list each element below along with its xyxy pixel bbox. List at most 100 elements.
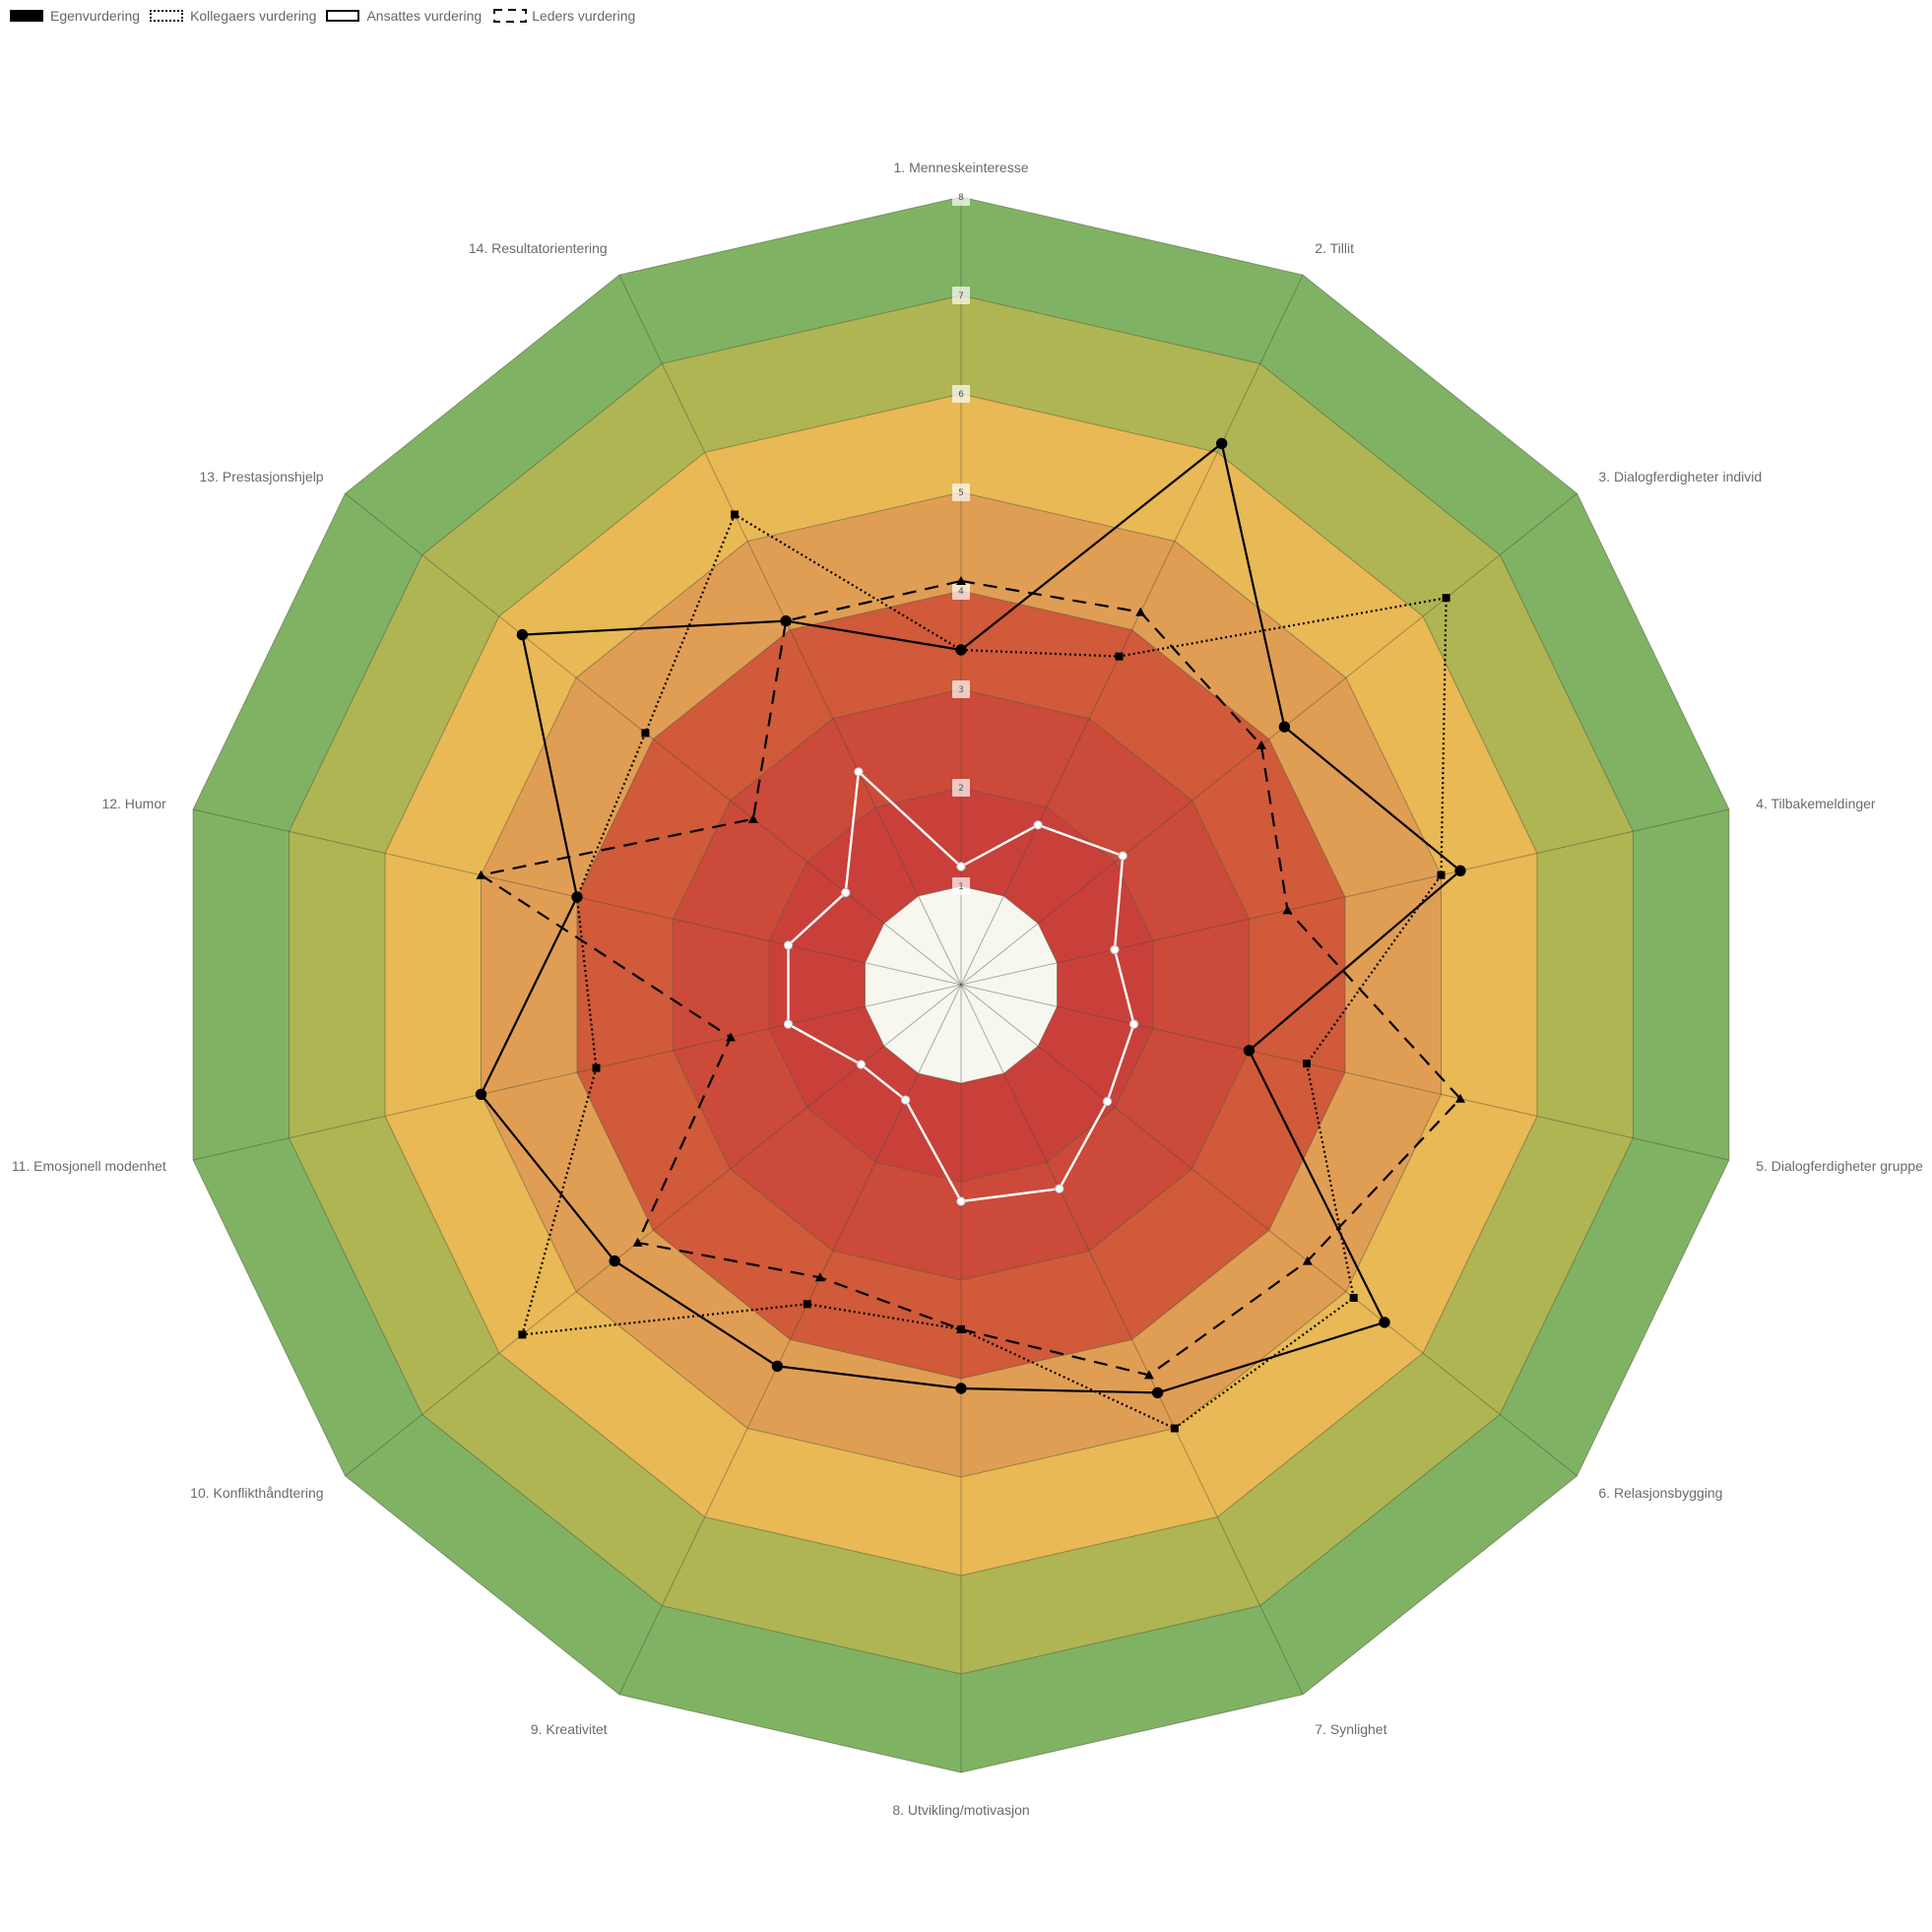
axis-label: 9. Kreativitet xyxy=(531,1721,608,1737)
axis-label: 14. Resultatorientering xyxy=(469,240,608,256)
data-point xyxy=(641,729,650,738)
axis-label: 3. Dialogferdigheter individ xyxy=(1598,469,1762,484)
data-point xyxy=(814,1272,825,1282)
legend-item-egenvurdering[interactable]: Egenvurdering xyxy=(10,8,140,24)
data-point xyxy=(1455,1093,1465,1103)
data-point xyxy=(1115,652,1124,661)
axis-spoke xyxy=(192,984,962,1161)
data-point xyxy=(1110,944,1120,955)
axis-spoke xyxy=(960,984,1578,1477)
tick-label-bg xyxy=(952,582,970,600)
data-point xyxy=(1349,1294,1358,1302)
data-point xyxy=(900,1095,911,1105)
data-point xyxy=(956,1324,966,1333)
data-point xyxy=(726,1032,736,1042)
data-point xyxy=(1282,905,1293,915)
data-point xyxy=(1454,865,1466,876)
axis-spoke xyxy=(618,274,962,986)
data-point xyxy=(1128,1019,1139,1029)
data-point xyxy=(957,646,965,654)
legend-item-ansattes[interactable]: Ansattes vurdering xyxy=(326,8,482,24)
data-point xyxy=(956,1196,966,1206)
data-point xyxy=(1151,1386,1164,1399)
data-point xyxy=(956,862,966,871)
series-line xyxy=(480,579,1462,1377)
axis-spoke xyxy=(960,984,1304,1696)
axis-labels: 1. Menneskeinteresse 2. Tillit 3. Dialogfe… xyxy=(12,160,1923,1818)
data-point xyxy=(1437,870,1446,879)
data-point xyxy=(747,813,758,823)
legend-label: Kollegaers vurdering xyxy=(190,8,317,24)
tick-label-bg xyxy=(952,680,970,698)
axis-label: 6. Relasjonsbygging xyxy=(1598,1485,1722,1501)
data-point xyxy=(1302,1256,1313,1265)
tick-label-bg xyxy=(952,483,970,501)
data-point xyxy=(1033,820,1043,830)
tick-label-bg xyxy=(952,188,970,206)
data-point xyxy=(1143,1370,1154,1380)
axis-label: 8. Utvikling/motivasjon xyxy=(892,1802,1029,1818)
legend-swatch-solid xyxy=(10,10,43,22)
axis-spoke xyxy=(960,274,1304,986)
data-point xyxy=(1256,740,1266,749)
tick-label: 1 xyxy=(958,882,964,892)
tick-label: 7 xyxy=(958,291,964,301)
legend-label: Ansattes vurdering xyxy=(366,8,483,24)
data-point xyxy=(476,869,486,879)
tick-label: 3 xyxy=(958,685,964,695)
tick-label-bg xyxy=(952,385,970,403)
data-point xyxy=(841,887,851,898)
legend-label: Egenvurdering xyxy=(50,8,141,24)
data-point xyxy=(1055,1184,1064,1193)
data-point xyxy=(573,893,581,901)
axis-label: 11. Emosjonell modenhet xyxy=(12,1158,166,1174)
tick-label: 6 xyxy=(958,390,964,400)
legend-item-kollegaers[interactable]: Kollegaers vurdering xyxy=(150,8,316,24)
axis-spoke xyxy=(960,808,1730,986)
data-point xyxy=(518,1330,527,1339)
series-2 xyxy=(783,767,1139,1206)
tick-label-bg xyxy=(952,779,970,797)
tick-label-bg xyxy=(952,287,970,304)
radial-ticks: 1 2 3 4 5 6 7 8 xyxy=(952,188,970,895)
data-point xyxy=(854,767,864,777)
data-point xyxy=(1278,721,1291,733)
data-point xyxy=(609,1255,620,1267)
axis-label: 10. Konflikthåndtering xyxy=(190,1485,323,1501)
data-point xyxy=(1118,851,1127,861)
data-point xyxy=(781,615,792,625)
axis-label: 12. Humor xyxy=(101,796,166,811)
data-point xyxy=(803,1300,811,1309)
data-point xyxy=(956,576,966,585)
data-point xyxy=(592,1063,601,1072)
data-point xyxy=(783,940,794,950)
data-point xyxy=(856,1060,867,1069)
tick-label: 5 xyxy=(958,488,964,498)
tick-label: 4 xyxy=(958,587,964,597)
axis-spoke xyxy=(960,492,1578,986)
axis-label: 13. Prestasjonshjelp xyxy=(200,469,324,484)
data-point xyxy=(1303,1060,1311,1068)
tick-label-bg xyxy=(952,877,970,895)
series-3 xyxy=(476,576,1465,1380)
data-point xyxy=(1102,1096,1113,1107)
tick-label: 2 xyxy=(958,784,964,794)
data-point xyxy=(1170,1424,1179,1433)
data-point xyxy=(516,628,529,641)
legend-label: Leders vurdering xyxy=(532,8,636,24)
data-point xyxy=(771,1360,784,1373)
axis-label: 7. Synlighet xyxy=(1315,1721,1386,1737)
score-band-1 xyxy=(865,885,1058,1084)
data-point xyxy=(1379,1317,1390,1328)
axis-spoke xyxy=(345,492,962,986)
axis-label: 4. Tilbakemeldinger xyxy=(1756,796,1876,811)
legend-swatch-dotted xyxy=(150,10,184,22)
legend-item-leders[interactable]: Leders vurdering xyxy=(491,8,635,24)
axis-label: 2. Tillit xyxy=(1315,240,1354,256)
data-point xyxy=(731,510,739,519)
legend-swatch-dashed xyxy=(491,9,528,23)
legend-swatch-outline xyxy=(326,10,360,22)
data-point xyxy=(783,1019,794,1029)
data-point xyxy=(955,1383,967,1394)
